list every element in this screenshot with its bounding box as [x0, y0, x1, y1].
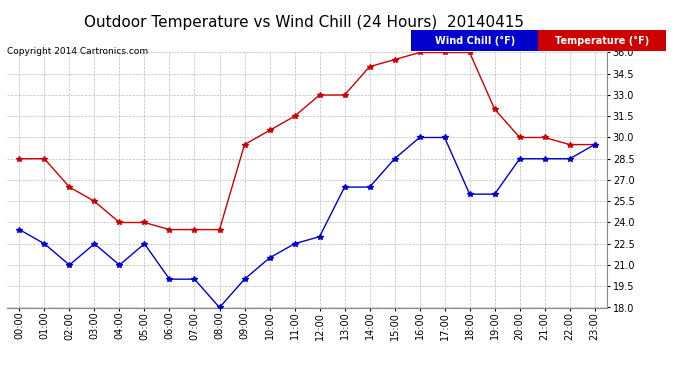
Text: Temperature (°F): Temperature (°F) [555, 36, 649, 45]
Text: Outdoor Temperature vs Wind Chill (24 Hours)  20140415: Outdoor Temperature vs Wind Chill (24 Ho… [83, 15, 524, 30]
Text: Wind Chill (°F): Wind Chill (°F) [435, 36, 515, 45]
Text: Copyright 2014 Cartronics.com: Copyright 2014 Cartronics.com [7, 47, 148, 56]
